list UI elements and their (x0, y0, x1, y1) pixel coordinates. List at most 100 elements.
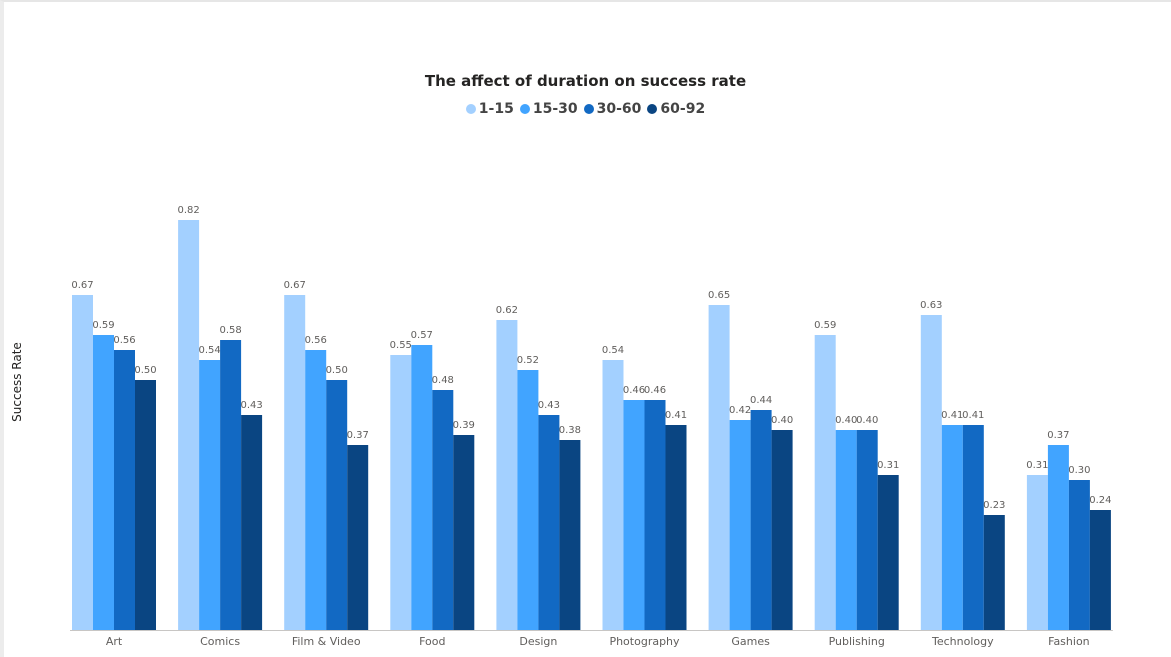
x-tick-label: Publishing (829, 635, 885, 648)
bar-30-60-art[interactable] (114, 350, 135, 630)
bar-15-30-film-video[interactable] (305, 350, 327, 630)
x-tick-label: Film & Video (292, 635, 361, 648)
legend-item-3[interactable]: 30-60 (583, 101, 642, 117)
data-label: 0.46 (644, 385, 666, 396)
x-tick-label: Art (106, 635, 123, 648)
data-label: 0.30 (1068, 465, 1090, 476)
bar-15-30-photography[interactable] (623, 400, 645, 630)
data-label: 0.40 (835, 415, 857, 426)
data-label: 0.59 (92, 320, 114, 331)
data-label: 0.43 (538, 400, 560, 411)
x-tick-label: Fashion (1048, 635, 1090, 648)
bar-1-15-games[interactable] (708, 305, 730, 630)
data-label: 0.37 (347, 430, 369, 441)
data-label: 0.41 (962, 410, 984, 421)
bar-60-92-food[interactable] (453, 435, 475, 630)
data-label: 0.31 (1026, 460, 1048, 471)
legend-label-3: 30-60 (596, 101, 642, 117)
bar-1-15-photography[interactable] (602, 360, 624, 630)
bar-1-15-publishing[interactable] (814, 335, 836, 630)
data-label: 0.54 (602, 345, 624, 356)
bar-15-30-art[interactable] (93, 335, 114, 630)
x-tick-label: Photography (609, 635, 680, 648)
bar-30-60-food[interactable] (432, 390, 454, 630)
legend-item-1[interactable]: 1-15 (465, 101, 514, 117)
legend-label-1: 1-15 (478, 101, 514, 117)
legend-item-2[interactable]: 15-30 (519, 101, 578, 117)
bar-1-15-technology[interactable] (920, 315, 942, 630)
bar-60-92-games[interactable] (771, 430, 793, 630)
legend-marker-1 (465, 104, 476, 114)
bar-60-92-design[interactable] (559, 440, 581, 630)
bar-30-60-film-video[interactable] (326, 380, 348, 630)
bar-1-15-fashion[interactable] (1026, 475, 1048, 630)
bar-30-60-design[interactable] (538, 415, 560, 630)
legend-label-4: 60-92 (660, 101, 706, 117)
data-label: 0.67 (284, 280, 306, 291)
data-label: 0.46 (623, 385, 645, 396)
data-label: 0.63 (920, 300, 942, 311)
data-label: 0.55 (390, 340, 412, 351)
bar-1-15-comics[interactable] (178, 220, 200, 630)
data-label: 0.40 (856, 415, 878, 426)
legend-marker-4 (647, 104, 658, 114)
data-label: 0.82 (177, 205, 199, 216)
bar-15-30-fashion[interactable] (1047, 445, 1069, 630)
data-label: 0.59 (814, 320, 836, 331)
legend-item-4[interactable]: 60-92 (647, 101, 705, 117)
data-label: 0.24 (1089, 495, 1111, 506)
bar-30-60-comics[interactable] (220, 340, 242, 630)
x-tick-label: Design (519, 635, 557, 648)
bar-15-30-games[interactable] (729, 420, 751, 630)
data-label: 0.50 (134, 365, 156, 376)
data-label: 0.54 (198, 345, 220, 356)
chart-legend[interactable]: 1-15 15-30 30-60 60-92 (0, 101, 1171, 117)
data-label: 0.44 (750, 395, 772, 406)
x-tick-label: Comics (200, 635, 240, 648)
data-label: 0.40 (771, 415, 793, 426)
bar-30-60-games[interactable] (750, 410, 772, 630)
data-label: 0.42 (729, 405, 751, 416)
bar-60-92-photography[interactable] (665, 425, 687, 630)
data-label: 0.31 (877, 460, 899, 471)
bar-1-15-art[interactable] (72, 295, 93, 630)
bar-30-60-publishing[interactable] (856, 430, 878, 630)
data-label: 0.57 (411, 330, 433, 341)
bar-15-30-food[interactable] (411, 345, 433, 630)
data-label: 0.67 (71, 280, 93, 291)
bar-30-60-photography[interactable] (644, 400, 666, 630)
data-label: 0.52 (517, 355, 539, 366)
legend-label-2: 15-30 (532, 101, 578, 117)
data-label: 0.58 (219, 325, 241, 336)
bar-60-92-fashion[interactable] (1089, 510, 1111, 630)
bar-15-30-technology[interactable] (941, 425, 963, 630)
data-label: 0.37 (1047, 430, 1069, 441)
x-tick-label: Food (419, 635, 445, 648)
data-label: 0.38 (559, 425, 581, 436)
x-tick-label: Games (731, 635, 770, 648)
data-label: 0.41 (665, 410, 687, 421)
x-tick-label: Technology (931, 635, 994, 648)
chart-title: The affect of duration on success rate (424, 72, 747, 90)
data-label: 0.65 (708, 290, 730, 301)
bar-1-15-film-video[interactable] (284, 295, 306, 630)
bar-60-92-publishing[interactable] (877, 475, 899, 630)
data-label: 0.43 (240, 400, 262, 411)
bar-1-15-design[interactable] (496, 320, 518, 630)
bar-60-92-technology[interactable] (983, 515, 1005, 630)
bar-30-60-fashion[interactable] (1068, 480, 1090, 630)
bar-15-30-design[interactable] (517, 370, 539, 630)
bar-15-30-publishing[interactable] (835, 430, 857, 630)
bar-1-15-food[interactable] (390, 355, 412, 630)
bar-60-92-art[interactable] (135, 380, 156, 630)
data-label: 0.48 (432, 375, 454, 386)
bar-60-92-film-video[interactable] (347, 445, 369, 630)
data-label: 0.39 (453, 420, 475, 431)
bar-15-30-comics[interactable] (199, 360, 221, 630)
bar-60-92-comics[interactable] (241, 415, 263, 630)
data-label: 0.56 (305, 335, 327, 346)
data-label: 0.56 (113, 335, 135, 346)
data-label: 0.50 (326, 365, 348, 376)
bar-30-60-technology[interactable] (962, 425, 984, 630)
